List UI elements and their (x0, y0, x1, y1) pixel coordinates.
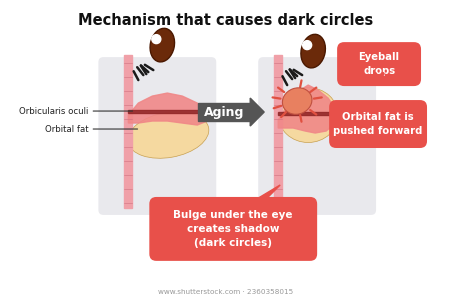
Text: Aging: Aging (204, 105, 244, 118)
Ellipse shape (150, 28, 175, 62)
Polygon shape (250, 98, 264, 126)
Text: Orbicularis oculi: Orbicularis oculi (19, 107, 88, 115)
Text: Bulge under the eye
creates shadow
(dark circles): Bulge under the eye creates shadow (dark… (174, 210, 293, 248)
Text: Mechanism that causes dark circles: Mechanism that causes dark circles (77, 13, 373, 28)
FancyBboxPatch shape (258, 57, 376, 215)
Text: Orbital fat is
pushed forward: Orbital fat is pushed forward (333, 112, 423, 136)
Polygon shape (128, 110, 205, 113)
Polygon shape (278, 85, 336, 133)
FancyBboxPatch shape (149, 197, 317, 261)
Polygon shape (128, 93, 207, 125)
Circle shape (152, 35, 161, 44)
Text: Orbital fat: Orbital fat (45, 125, 88, 134)
Ellipse shape (283, 88, 312, 114)
Polygon shape (124, 55, 132, 208)
Ellipse shape (128, 112, 209, 158)
Ellipse shape (278, 88, 338, 142)
Text: www.shutterstock.com · 2360358015: www.shutterstock.com · 2360358015 (158, 289, 293, 295)
Circle shape (303, 41, 312, 50)
Ellipse shape (301, 34, 325, 68)
Polygon shape (278, 112, 340, 115)
Polygon shape (255, 185, 280, 200)
Polygon shape (274, 55, 282, 208)
FancyBboxPatch shape (99, 57, 216, 215)
Polygon shape (198, 103, 250, 121)
FancyBboxPatch shape (329, 100, 427, 148)
Text: Eyeball
drops: Eyeball drops (359, 52, 400, 76)
FancyBboxPatch shape (337, 42, 421, 86)
